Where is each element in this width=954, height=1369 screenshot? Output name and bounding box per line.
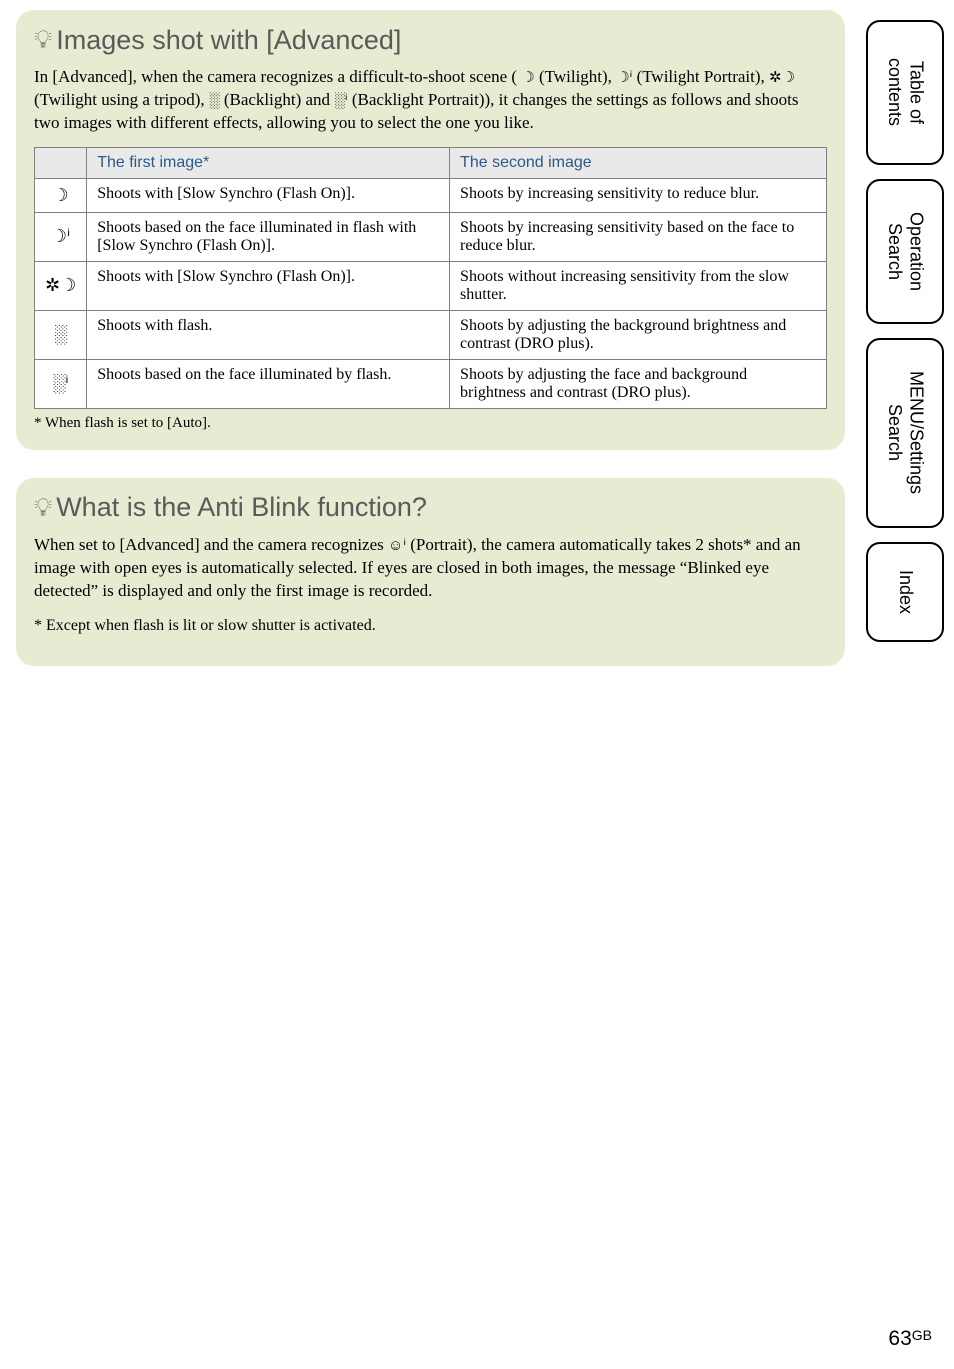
mode-icon-cell: ☽	[35, 178, 87, 212]
second-image-cell: Shoots by increasing sensitivity based o…	[450, 212, 827, 261]
tip-title-2: 💡︎ What is the Anti Blink function?	[34, 492, 827, 524]
page-suffix: GB	[912, 1327, 932, 1343]
first-image-cell: Shoots based on the face illuminated by …	[87, 359, 450, 408]
mode-icon-cell: ░ⁱ	[35, 359, 87, 408]
tab-table-of-contents[interactable]: Table of contents	[866, 20, 944, 165]
tip-panel-advanced-images: 💡︎ Images shot with [Advanced] In [Advan…	[16, 10, 845, 450]
tab-label: Operation Search	[883, 212, 926, 291]
page-num: 63	[888, 1327, 911, 1350]
tab-menu-settings-search[interactable]: MENU/Settings Search	[866, 338, 944, 528]
first-image-cell: Shoots with [Slow Synchro (Flash On)].	[87, 178, 450, 212]
modes-table: The first image* The second image ☽Shoot…	[34, 147, 827, 409]
table-row: ☽ⁱShoots based on the face illuminated i…	[35, 212, 827, 261]
first-image-cell: Shoots with [Slow Synchro (Flash On)].	[87, 261, 450, 310]
modes-table-body: ☽Shoots with [Slow Synchro (Flash On)].S…	[35, 178, 827, 408]
lightbulb-icon: 💡︎	[34, 24, 52, 56]
second-image-cell: Shoots by increasing sensitivity to redu…	[450, 178, 827, 212]
tip-body-2: When set to [Advanced] and the camera re…	[34, 534, 827, 603]
tip-title-text-1: Images shot with [Advanced]	[56, 25, 401, 56]
table-header-second: The second image	[450, 147, 827, 178]
tip-title-text-2: What is the Anti Blink function?	[56, 492, 427, 523]
tab-label: Index	[894, 570, 916, 614]
lightbulb-icon: 💡︎	[34, 492, 52, 524]
tip-title-1: 💡︎ Images shot with [Advanced]	[34, 24, 827, 56]
mode-icon-cell: ☽ⁱ	[35, 212, 87, 261]
footnote-2: * Except when flash is lit or slow shutt…	[34, 615, 827, 637]
table-row: ✲☽Shoots with [Slow Synchro (Flash On)].…	[35, 261, 827, 310]
second-image-cell: Shoots by adjusting the face and backgro…	[450, 359, 827, 408]
main-content: 💡︎ Images shot with [Advanced] In [Advan…	[0, 0, 845, 666]
mode-icon-cell: ░	[35, 310, 87, 359]
tab-operation-search[interactable]: Operation Search	[866, 179, 944, 324]
tab-label: Table of contents	[883, 58, 926, 126]
first-image-cell: Shoots with flash.	[87, 310, 450, 359]
mode-icon-cell: ✲☽	[35, 261, 87, 310]
first-image-cell: Shoots based on the face illuminated in …	[87, 212, 450, 261]
tab-label: MENU/Settings Search	[883, 371, 926, 494]
table-row: ░ⁱShoots based on the face illuminated b…	[35, 359, 827, 408]
table-row: ☽Shoots with [Slow Synchro (Flash On)].S…	[35, 178, 827, 212]
second-image-cell: Shoots by adjusting the background brigh…	[450, 310, 827, 359]
table-row: ░Shoots with flash.Shoots by adjusting t…	[35, 310, 827, 359]
footnote-1: * When flash is set to [Auto].	[34, 415, 827, 432]
side-tabs: Table of contents Operation Search MENU/…	[866, 20, 944, 642]
tab-index[interactable]: Index	[866, 542, 944, 642]
table-header-first: The first image*	[87, 147, 450, 178]
tip-body-1: In [Advanced], when the camera recognize…	[34, 66, 827, 135]
tip-panel-anti-blink: 💡︎ What is the Anti Blink function? When…	[16, 478, 845, 666]
page-number: 63GB	[888, 1327, 932, 1351]
second-image-cell: Shoots without increasing sensitivity fr…	[450, 261, 827, 310]
table-header-icon	[35, 147, 87, 178]
